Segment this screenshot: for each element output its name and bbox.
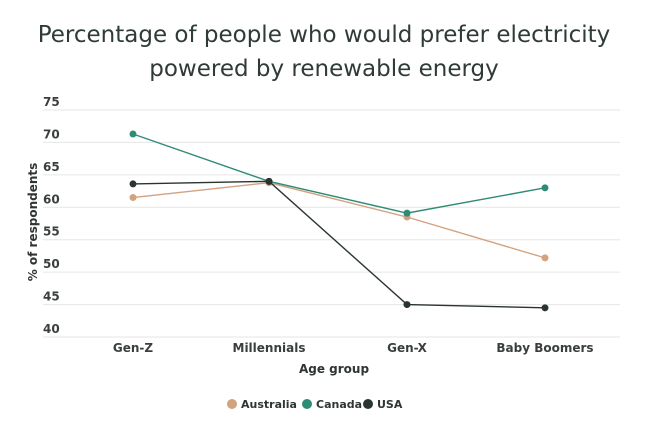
x-tick-label: Millennials bbox=[233, 341, 306, 355]
y-tick-label: 45 bbox=[43, 290, 60, 304]
x-axis-label: Age group bbox=[299, 362, 369, 376]
legend-label-australia: Australia bbox=[241, 398, 297, 411]
x-tick-label: Baby Boomers bbox=[496, 341, 593, 355]
legend-label-canada: Canada bbox=[316, 398, 362, 411]
legend-label-usa: USA bbox=[377, 398, 403, 411]
y-axis-label: % of respondents bbox=[26, 163, 40, 282]
data-point-usa bbox=[541, 304, 549, 312]
data-point-canada bbox=[541, 184, 549, 192]
data-point-australia bbox=[129, 194, 137, 202]
legend-marker-australia bbox=[227, 399, 237, 409]
data-point-canada bbox=[403, 209, 411, 217]
x-tick-label: Gen-Z bbox=[113, 341, 154, 355]
data-point-usa bbox=[265, 177, 273, 185]
y-tick-label: 70 bbox=[43, 127, 60, 141]
y-tick-label: 75 bbox=[43, 95, 60, 109]
data-point-canada bbox=[129, 130, 137, 138]
data-point-usa bbox=[403, 301, 411, 309]
data-point-australia bbox=[541, 254, 549, 262]
legend-marker-usa bbox=[363, 399, 373, 409]
data-point-usa bbox=[129, 180, 137, 188]
series-line-canada bbox=[132, 133, 546, 214]
y-tick-label: 60 bbox=[43, 192, 60, 206]
y-tick-label: 65 bbox=[43, 160, 60, 174]
y-tick-label: 40 bbox=[43, 322, 60, 336]
legend-marker-canada bbox=[302, 399, 312, 409]
x-tick-label: Gen-X bbox=[387, 341, 428, 355]
series-line-australia bbox=[132, 181, 546, 259]
y-tick-label: 50 bbox=[43, 257, 60, 271]
chart-title: Percentage of people who would prefer el… bbox=[37, 22, 611, 82]
series-line-usa bbox=[132, 180, 546, 309]
y-tick-label: 55 bbox=[43, 225, 60, 239]
